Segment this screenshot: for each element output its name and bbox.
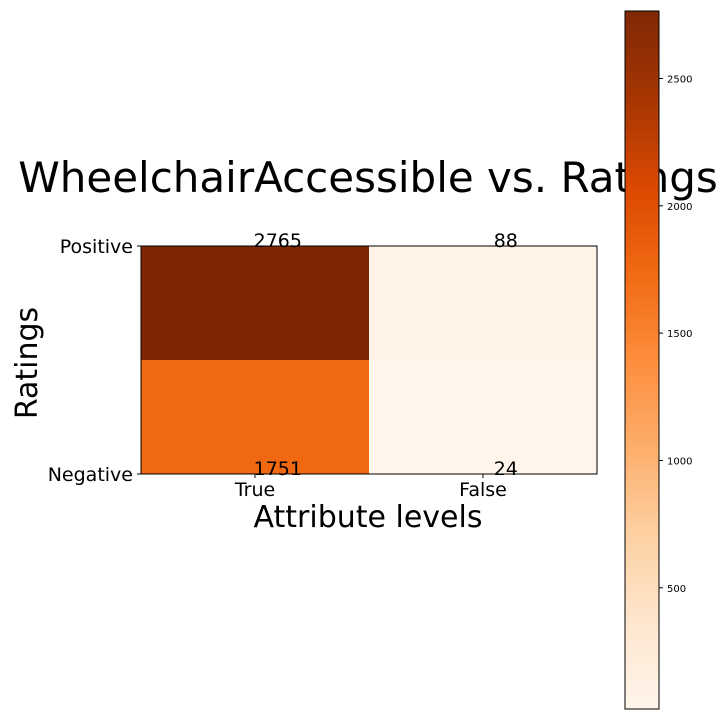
y-tick-label: Positive <box>60 236 133 258</box>
y-axis-ticks: Positive Negative <box>48 236 141 486</box>
colorbar-tick-label: 1000 <box>667 456 692 467</box>
heatmap-cell <box>369 360 597 474</box>
x-tick-label: False <box>459 479 507 501</box>
cell-value-label: 24 <box>494 458 518 480</box>
cell-value-label: 2765 <box>254 230 302 252</box>
x-tick-label: True <box>234 479 275 501</box>
y-axis-label: Ratings <box>10 307 45 419</box>
colorbar-tick-label: 2500 <box>667 74 692 85</box>
cell-value-label: 88 <box>494 230 518 252</box>
cell-value-label: 1751 <box>254 458 302 480</box>
colorbar <box>624 10 660 710</box>
x-axis-ticks: True False <box>234 474 507 501</box>
heatmap-cell <box>141 360 369 474</box>
heatmap-cell <box>141 246 369 360</box>
colorbar-tick-label: 2000 <box>667 202 692 213</box>
heatmap-cells <box>141 246 597 474</box>
colorbar-ticks: 500 1000 1500 2000 2500 <box>659 74 692 595</box>
heatmap-cell <box>369 246 597 360</box>
chart-title: WheelchairAccessible vs. Ratings <box>18 153 718 202</box>
y-tick-label: Negative <box>48 464 133 486</box>
x-axis-label: Attribute levels <box>254 500 483 535</box>
cell-value-labels: 2765 88 1751 24 <box>254 230 518 480</box>
plot-frame <box>140 245 598 475</box>
colorbar-tick-label: 1500 <box>667 329 692 340</box>
colorbar-tick-label: 500 <box>667 584 686 595</box>
